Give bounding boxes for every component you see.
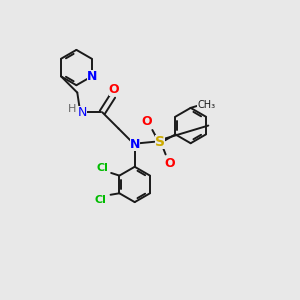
Text: O: O (164, 157, 175, 170)
Text: N: N (130, 138, 140, 151)
Text: Cl: Cl (96, 163, 108, 173)
Text: H: H (68, 104, 76, 114)
Text: O: O (109, 83, 119, 96)
Text: N: N (78, 106, 87, 119)
Text: S: S (155, 135, 165, 149)
Text: CH₃: CH₃ (197, 100, 215, 110)
Text: Cl: Cl (95, 195, 107, 205)
Text: O: O (142, 115, 152, 128)
Text: N: N (86, 70, 97, 83)
